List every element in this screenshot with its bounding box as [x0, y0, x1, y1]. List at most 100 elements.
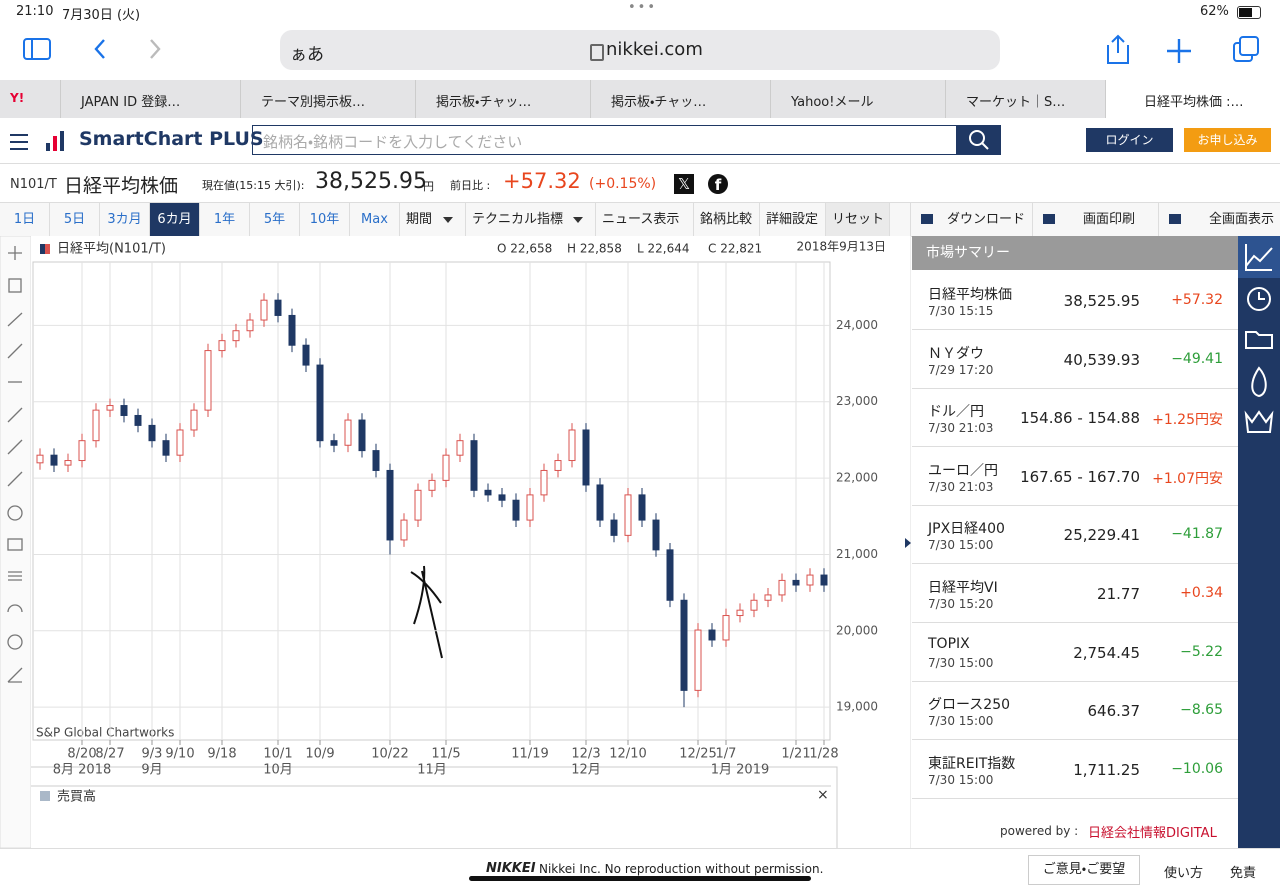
x-tick-label: 11/19 — [511, 747, 548, 762]
period-button[interactable]: 5年 — [250, 203, 300, 236]
candle-body — [806, 574, 814, 586]
period-button[interactable]: 10年 — [300, 203, 350, 236]
tool-ray[interactable] — [7, 439, 23, 455]
browser-tab[interactable]: 掲示板・チャッ… — [590, 80, 770, 118]
candle-body — [260, 299, 268, 321]
menu-label: ニュース表示 — [602, 212, 680, 227]
icon-folder[interactable] — [1245, 331, 1273, 349]
tools-bg — [0, 236, 31, 848]
tool-crosshair[interactable] — [8, 246, 22, 260]
period-button[interactable]: Max — [350, 203, 400, 236]
candle-body — [554, 460, 562, 471]
tool-extend[interactable] — [7, 471, 23, 487]
tool-pct[interactable] — [7, 343, 23, 359]
menu-icon[interactable] — [10, 134, 28, 150]
dots: ••• — [628, 0, 658, 15]
menu-button[interactable]: 詳細設定 — [760, 203, 826, 236]
candle-body — [218, 340, 226, 352]
change-pct: (+0.15%) — [589, 176, 657, 192]
icon-fire[interactable] — [1251, 366, 1267, 398]
tool-fib[interactable] — [8, 571, 22, 581]
period-button[interactable]: 1年 — [200, 203, 250, 236]
summary-change: +0.34 — [1180, 585, 1223, 601]
summary-row[interactable]: 日経平均株価 7/30 15:15 38,525.95 +57.32 — [912, 272, 1238, 330]
candle-body — [764, 594, 772, 601]
icon-chart[interactable] — [1245, 244, 1273, 271]
forward-icon[interactable] — [150, 39, 161, 59]
icon-crown[interactable] — [1244, 410, 1274, 433]
tool-arc[interactable] — [7, 604, 23, 613]
candle-body — [442, 454, 450, 481]
sidebar-icon[interactable] — [23, 38, 51, 60]
x-tick-label: 1/21 — [781, 747, 810, 762]
summary-row[interactable]: ユーロ／円 7/30 21:03 167.65 - 167.70 +1.07円安 — [912, 448, 1238, 506]
browser-tab[interactable]: JAPAN ID 登録… — [60, 80, 240, 118]
tool-circle[interactable] — [7, 505, 23, 521]
summary-row[interactable]: 日経平均VI 7/30 15:20 21.77 +0.34 — [912, 565, 1238, 623]
menu-button[interactable]: 期間 — [400, 203, 466, 236]
back-icon[interactable] — [94, 39, 105, 59]
browser-tab[interactable]: Yahoo!メール — [770, 80, 945, 118]
summary-title: 市場サマリー — [912, 236, 1238, 270]
icon-clock[interactable] — [1247, 287, 1271, 311]
signup-button[interactable]: お申し込み — [1184, 128, 1271, 152]
address-bar[interactable]: ぁあ nikkei.com — [280, 30, 1000, 70]
menu-button[interactable]: リセット — [826, 203, 890, 236]
summary-row[interactable]: JPX日経400 7/30 15:00 25,229.41 −41.87 — [912, 506, 1238, 565]
candle-body — [750, 599, 758, 611]
action-label: 全画面表示 — [1209, 212, 1275, 227]
candle-body — [134, 414, 142, 426]
period-button[interactable]: 1日 — [0, 203, 50, 236]
summary-value: 167.65 - 167.70 — [1020, 467, 1140, 486]
x-tick-label: 10/22 — [371, 747, 408, 762]
share-icon[interactable] — [1107, 34, 1129, 64]
search-button[interactable] — [957, 125, 1001, 155]
menu-button[interactable]: 銘柄比較 — [694, 203, 760, 236]
menu-button[interactable]: テクニカル指標 — [466, 203, 596, 236]
tool-fan[interactable] — [7, 667, 23, 683]
x-tick-label: 10/9 — [305, 747, 334, 762]
browser-tab[interactable]: 掲示板・チャッ… — [415, 80, 590, 118]
disclaimer-link[interactable]: 免責 — [1230, 866, 1257, 881]
date: 7月30日 (火) — [62, 8, 141, 23]
chart-bg — [31, 236, 911, 848]
candle-body — [302, 344, 310, 366]
login-button[interactable]: ログイン — [1086, 128, 1173, 152]
new-tab-icon[interactable] — [1167, 39, 1191, 63]
tool-rect[interactable] — [7, 538, 23, 551]
candle-body — [708, 629, 716, 641]
summary-row[interactable]: ドル／円 7/30 21:03 154.86 - 154.88 +1.25円安 — [912, 389, 1238, 448]
volume-close[interactable]: × — [817, 787, 829, 803]
x-sublabel: 1月 2019 — [711, 763, 770, 778]
summary-row[interactable]: グロース250 7/30 15:00 646.37 −8.65 — [912, 682, 1238, 741]
action-button[interactable]: ダウンロード — [910, 203, 1032, 236]
search-box[interactable]: 銘柄名・銘柄コードを入力してください — [252, 125, 957, 155]
browser-tab[interactable]: マーケット｜S… — [945, 80, 1105, 118]
menu-button[interactable]: ニュース表示 — [596, 203, 694, 236]
period-button[interactable]: 3カ月 — [100, 203, 150, 236]
summary-row[interactable]: 東証REIT指数 7/30 15:00 1,711.25 −10.06 — [912, 741, 1238, 799]
period-button[interactable]: 6カ月 — [150, 203, 200, 236]
browser-tab[interactable]: 日経平均株価 :… — [1105, 80, 1280, 118]
chart: 日経平均(N101/T) O 22,658 H 22,858 L 22,644 … — [31, 236, 911, 848]
x-tick-label: 9/3 — [142, 747, 163, 762]
feedback-link[interactable]: ご意見・ご要望 — [1028, 855, 1140, 885]
collapse-arrow[interactable] — [905, 538, 911, 548]
logo[interactable]: SmartChart PLUS — [79, 128, 264, 150]
summary-name: ドル／円 — [928, 404, 984, 421]
tool-line[interactable] — [7, 312, 23, 327]
tool-ring[interactable] — [7, 634, 23, 650]
x-share[interactable]: 𝕏 — [674, 174, 694, 194]
action-button[interactable]: 画面印刷 — [1032, 203, 1158, 236]
summary-row[interactable]: TOPIX 7/30 15:00 2,754.45 −5.22 — [912, 624, 1238, 682]
tool-trend[interactable] — [7, 407, 23, 423]
candle-body — [484, 489, 492, 496]
help-link[interactable]: 使い方 — [1164, 866, 1204, 881]
facebook-share[interactable]: f — [708, 174, 728, 194]
summary-row[interactable]: ＮＹダウ 7/29 17:20 40,539.93 −49.41 — [912, 331, 1238, 389]
tool-text[interactable] — [8, 278, 22, 293]
period-button[interactable]: 5日 — [50, 203, 100, 236]
action-button[interactable]: 全画面表示 — [1158, 203, 1280, 236]
browser-tab[interactable]: テーマ別掲示板… — [240, 80, 415, 118]
